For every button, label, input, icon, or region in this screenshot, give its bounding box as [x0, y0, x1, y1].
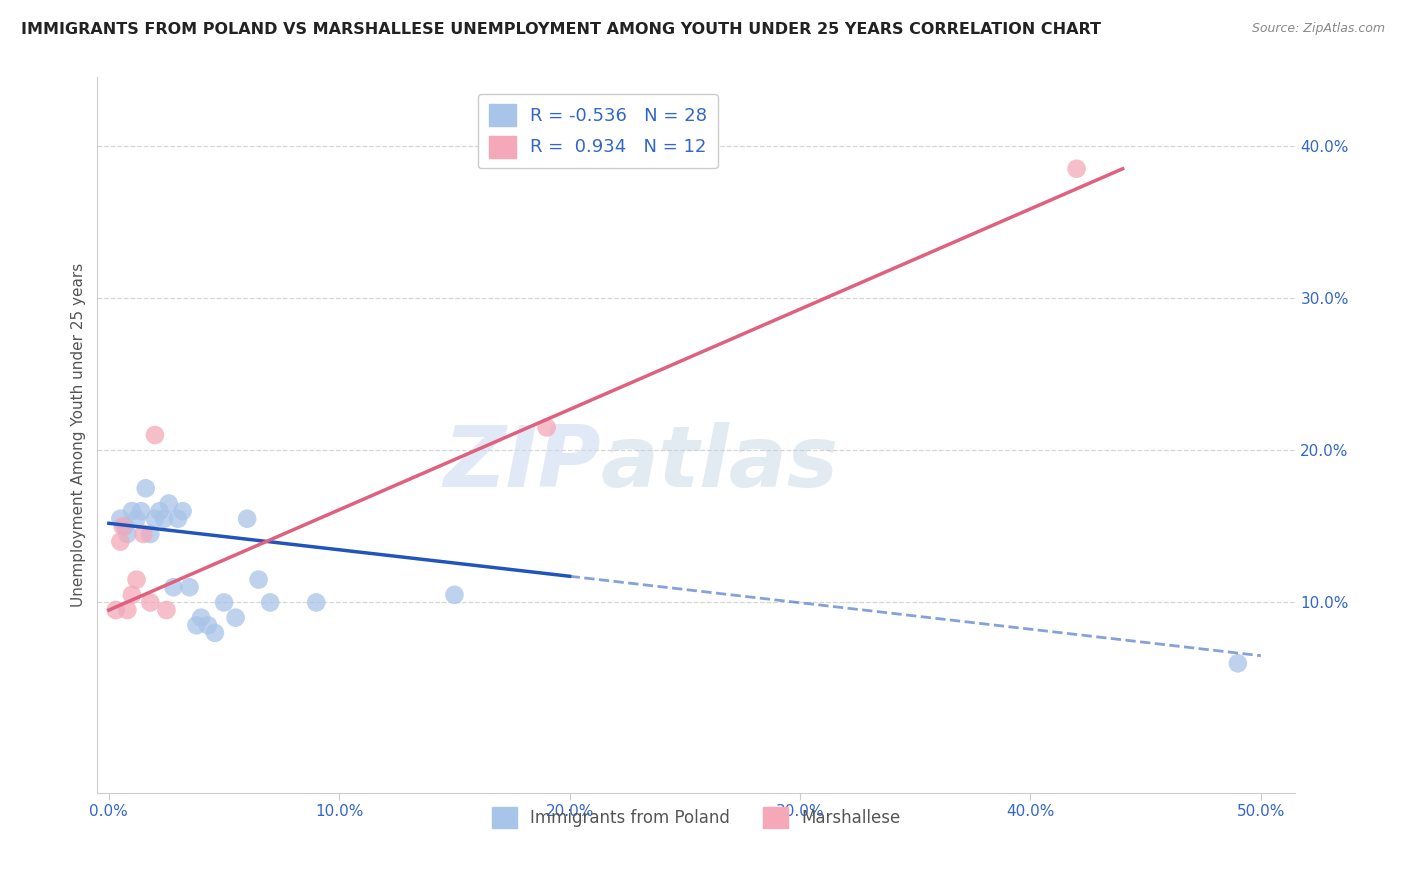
- Point: [111, 519, 134, 533]
- Y-axis label: Unemployment Among Youth under 25 years: Unemployment Among Youth under 25 years: [72, 263, 86, 607]
- Point: [155, 603, 177, 617]
- Legend: Immigrants from Poland, Marshallese: Immigrants from Poland, Marshallese: [485, 801, 908, 834]
- Point: [197, 618, 219, 632]
- Point: [110, 512, 132, 526]
- Point: [132, 527, 155, 541]
- Text: IMMIGRANTS FROM POLAND VS MARSHALLESE UNEMPLOYMENT AMONG YOUTH UNDER 25 YEARS CO: IMMIGRANTS FROM POLAND VS MARSHALLESE UN…: [21, 22, 1101, 37]
- Point: [225, 610, 247, 624]
- Point: [117, 527, 139, 541]
- Point: [153, 512, 176, 526]
- Point: [179, 580, 201, 594]
- Point: [135, 481, 157, 495]
- Point: [121, 504, 143, 518]
- Text: Source: ZipAtlas.com: Source: ZipAtlas.com: [1251, 22, 1385, 36]
- Point: [186, 618, 208, 632]
- Point: [204, 625, 226, 640]
- Point: [110, 534, 132, 549]
- Point: [129, 504, 152, 518]
- Point: [1066, 161, 1088, 176]
- Text: ZIP: ZIP: [443, 422, 600, 505]
- Point: [125, 573, 148, 587]
- Point: [212, 595, 235, 609]
- Point: [536, 420, 558, 434]
- Point: [139, 527, 162, 541]
- Point: [143, 428, 166, 442]
- Point: [259, 595, 281, 609]
- Point: [172, 504, 194, 518]
- Point: [157, 496, 180, 510]
- Point: [247, 573, 270, 587]
- Point: [117, 603, 139, 617]
- Point: [1226, 657, 1249, 671]
- Point: [143, 512, 166, 526]
- Point: [114, 519, 136, 533]
- Point: [125, 512, 148, 526]
- Point: [148, 504, 170, 518]
- Point: [305, 595, 328, 609]
- Point: [162, 580, 184, 594]
- Point: [190, 610, 212, 624]
- Point: [121, 588, 143, 602]
- Point: [167, 512, 190, 526]
- Point: [104, 603, 127, 617]
- Text: atlas: atlas: [600, 422, 839, 505]
- Point: [443, 588, 465, 602]
- Point: [139, 595, 162, 609]
- Point: [236, 512, 259, 526]
